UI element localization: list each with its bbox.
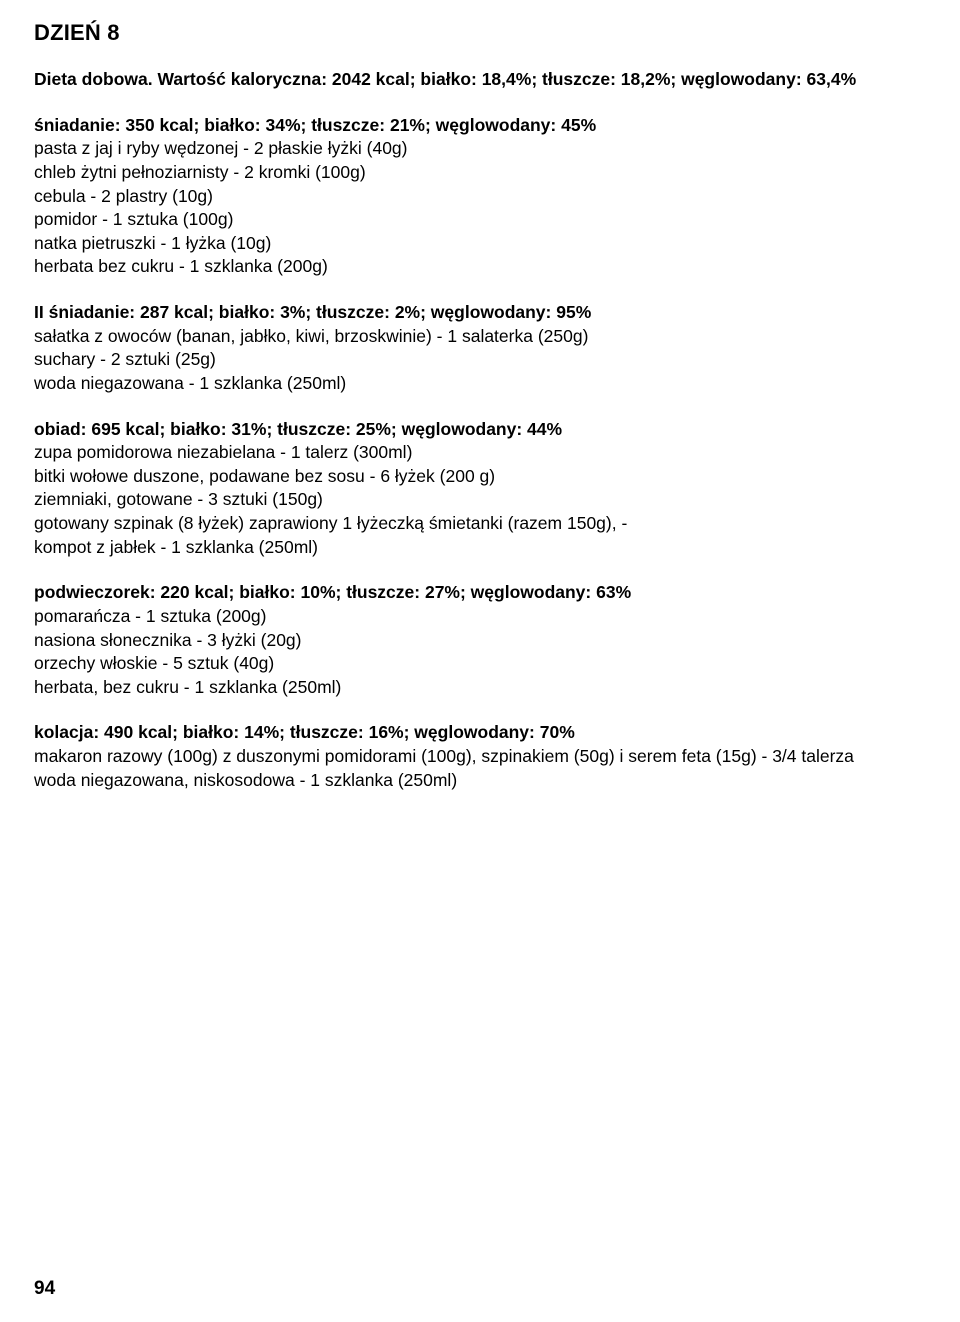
meal-item: orzechy włoskie - 5 sztuk (40g) bbox=[34, 652, 930, 676]
meal-header: obiad: 695 kcal; białko: 31%; tłuszcze: … bbox=[34, 418, 930, 442]
meal-item: gotowany szpinak (8 łyżek) zaprawiony 1 … bbox=[34, 512, 930, 536]
meal-item: herbata bez cukru - 1 szklanka (200g) bbox=[34, 255, 930, 279]
meal-item: pomarańcza - 1 sztuka (200g) bbox=[34, 605, 930, 629]
meal-item: herbata, bez cukru - 1 szklanka (250ml) bbox=[34, 676, 930, 700]
page-number: 94 bbox=[34, 1278, 55, 1300]
meal-item: pomidor - 1 sztuka (100g) bbox=[34, 208, 930, 232]
meals-container: śniadanie: 350 kcal; białko: 34%; tłuszc… bbox=[34, 114, 930, 793]
meal-item: chleb żytni pełnoziarnisty - 2 kromki (1… bbox=[34, 161, 930, 185]
meal-item: bitki wołowe duszone, podawane bez sosu … bbox=[34, 465, 930, 489]
meal-block: podwieczorek: 220 kcal; białko: 10%; tłu… bbox=[34, 581, 930, 699]
meal-block: kolacja: 490 kcal; białko: 14%; tłuszcze… bbox=[34, 721, 930, 792]
meal-header: podwieczorek: 220 kcal; białko: 10%; tłu… bbox=[34, 581, 930, 605]
meal-item: makaron razowy (100g) z duszonymi pomido… bbox=[34, 745, 930, 769]
meal-header: kolacja: 490 kcal; białko: 14%; tłuszcze… bbox=[34, 721, 930, 745]
meal-header: II śniadanie: 287 kcal; białko: 3%; tłus… bbox=[34, 301, 930, 325]
meal-item: ziemniaki, gotowane - 3 sztuki (150g) bbox=[34, 488, 930, 512]
meal-item: nasiona słonecznika - 3 łyżki (20g) bbox=[34, 629, 930, 653]
meal-header: śniadanie: 350 kcal; białko: 34%; tłuszc… bbox=[34, 114, 930, 138]
day-title: DZIEŃ 8 bbox=[34, 20, 930, 46]
meal-item: suchary - 2 sztuki (25g) bbox=[34, 348, 930, 372]
meal-item: natka pietruszki - 1 łyżka (10g) bbox=[34, 232, 930, 256]
meal-item: sałatka z owoców (banan, jabłko, kiwi, b… bbox=[34, 325, 930, 349]
meal-item: zupa pomidorowa niezabielana - 1 talerz … bbox=[34, 441, 930, 465]
diet-summary: Dieta dobowa. Wartość kaloryczna: 2042 k… bbox=[34, 68, 930, 92]
meal-item: woda niegazowana, niskosodowa - 1 szklan… bbox=[34, 769, 930, 793]
meal-block: śniadanie: 350 kcal; białko: 34%; tłuszc… bbox=[34, 114, 930, 279]
meal-item: kompot z jabłek - 1 szklanka (250ml) bbox=[34, 536, 930, 560]
meal-item: cebula - 2 plastry (10g) bbox=[34, 185, 930, 209]
meal-block: obiad: 695 kcal; białko: 31%; tłuszcze: … bbox=[34, 418, 930, 560]
meal-block: II śniadanie: 287 kcal; białko: 3%; tłus… bbox=[34, 301, 930, 396]
meal-item: woda niegazowana - 1 szklanka (250ml) bbox=[34, 372, 930, 396]
meal-item: pasta z jaj i ryby wędzonej - 2 płaskie … bbox=[34, 137, 930, 161]
